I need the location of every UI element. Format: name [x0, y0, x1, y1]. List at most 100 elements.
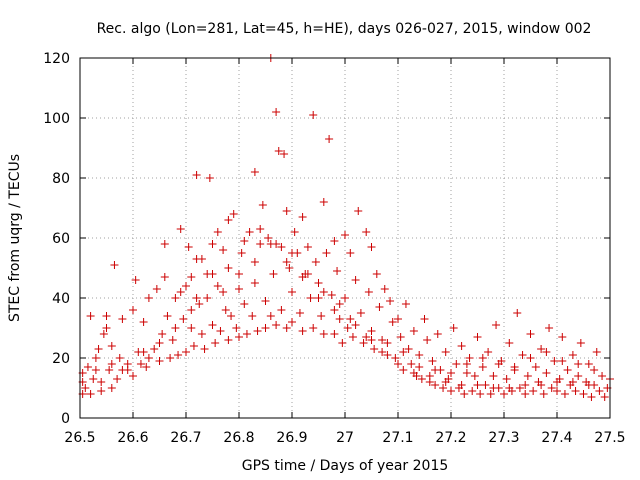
data-point — [587, 393, 596, 401]
data-point — [510, 363, 519, 371]
x-tick-label: 27.2 — [435, 430, 466, 446]
data-point — [423, 336, 432, 344]
data-point — [131, 276, 140, 284]
data-point — [351, 276, 360, 284]
data-point — [441, 348, 450, 356]
data-point — [235, 333, 243, 341]
data-point — [515, 384, 524, 392]
data-point — [272, 108, 281, 116]
data-point — [383, 339, 392, 347]
data-point — [237, 249, 246, 257]
data-point — [579, 390, 588, 398]
data-point — [113, 375, 122, 383]
data-point — [370, 345, 379, 353]
data-point — [208, 321, 217, 329]
data-point — [219, 288, 228, 296]
data-point — [545, 324, 554, 332]
x-tick-label: 27 — [336, 430, 354, 446]
data-point — [200, 345, 209, 353]
data-point — [192, 171, 201, 179]
data-point — [250, 168, 259, 176]
data-point — [547, 384, 556, 392]
data-point — [468, 387, 477, 395]
data-point — [537, 345, 546, 353]
data-point — [189, 342, 198, 350]
chart-title: Rec. algo (Lon=281, Lat=45, h=HE), days … — [97, 21, 592, 37]
data-point — [481, 381, 490, 389]
data-point — [102, 312, 111, 320]
data-point — [110, 261, 119, 269]
data-point — [211, 339, 220, 347]
data-point — [306, 294, 315, 302]
data-point — [327, 291, 336, 299]
data-point — [187, 306, 196, 314]
data-point — [346, 249, 355, 257]
data-point — [277, 243, 286, 251]
x-tick-label: 27.1 — [382, 430, 413, 446]
data-point — [558, 357, 567, 365]
y-tick-label: 40 — [52, 291, 70, 307]
data-point — [462, 360, 471, 368]
x-tick-label: 26.7 — [170, 430, 201, 446]
data-point — [192, 294, 201, 302]
data-point — [309, 111, 318, 119]
data-point — [285, 264, 294, 272]
data-point — [478, 354, 487, 362]
data-point — [150, 345, 159, 353]
data-point — [282, 324, 291, 332]
data-point — [224, 264, 233, 272]
data-point — [136, 360, 145, 368]
data-point — [219, 246, 228, 254]
data-point — [227, 312, 236, 320]
data-point — [184, 243, 193, 251]
data-point — [303, 270, 312, 278]
data-point — [322, 249, 331, 257]
data-point — [537, 381, 546, 389]
data-point — [295, 309, 304, 317]
data-point — [282, 258, 291, 266]
data-point — [240, 300, 249, 308]
data-point — [94, 345, 103, 353]
data-point — [171, 324, 180, 332]
data-point — [107, 360, 116, 368]
data-point — [256, 240, 265, 248]
data-point — [187, 324, 196, 332]
data-point — [576, 339, 585, 347]
data-point — [197, 330, 206, 338]
data-point — [129, 372, 137, 380]
x-tick-label: 26.9 — [276, 430, 307, 446]
data-point — [380, 285, 389, 293]
y-tick-label: 0 — [61, 411, 70, 427]
data-point — [489, 384, 498, 392]
data-point — [81, 384, 90, 392]
data-point — [317, 312, 326, 320]
data-point — [553, 378, 561, 386]
data-point — [213, 282, 222, 290]
data-point — [258, 201, 267, 209]
data-point — [394, 360, 402, 368]
data-point — [378, 336, 387, 344]
data-point — [513, 309, 522, 317]
data-point — [518, 351, 527, 359]
data-point — [266, 312, 275, 320]
data-point — [378, 348, 387, 356]
data-point — [447, 369, 455, 377]
x-tick-label: 26.6 — [117, 430, 148, 446]
data-point — [155, 357, 164, 365]
data-point — [404, 345, 413, 353]
data-point — [592, 348, 601, 356]
x-tick-label: 27.4 — [541, 430, 572, 446]
data-point — [213, 228, 222, 236]
data-point — [105, 366, 114, 374]
data-point — [439, 384, 448, 392]
data-point — [531, 363, 540, 371]
data-point — [584, 381, 593, 389]
data-point — [277, 306, 286, 314]
plot-frame — [79, 57, 611, 419]
data-point — [250, 258, 259, 266]
data-point — [391, 354, 400, 362]
data-point — [338, 339, 347, 347]
data-point — [367, 243, 376, 251]
data-point — [107, 342, 116, 350]
